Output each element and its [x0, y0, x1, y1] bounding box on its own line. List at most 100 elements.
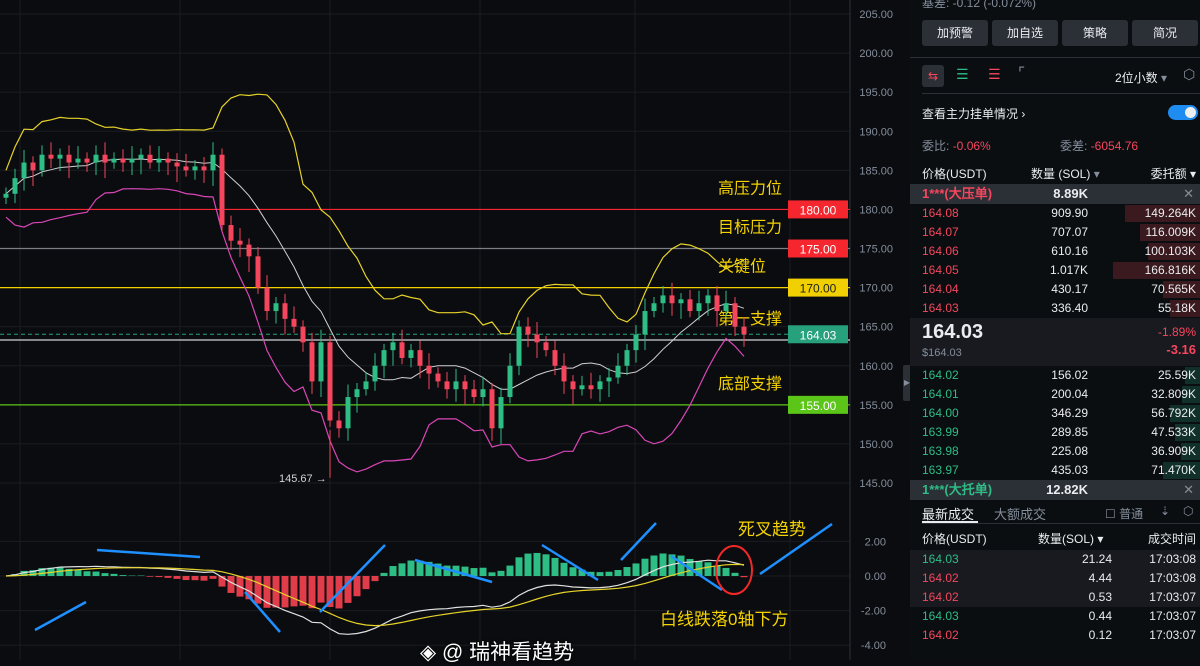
candle — [607, 377, 612, 381]
book-both-icon[interactable]: ⇆ — [922, 65, 944, 87]
price-axis[interactable]: 205.00200.00195.00190.00185.00180.00175.… — [859, 9, 893, 652]
macd-bar — [516, 557, 523, 576]
add-watchlist-button[interactable]: 加自选 — [992, 20, 1058, 46]
strategy-button[interactable]: 策略 — [1062, 20, 1128, 46]
candle — [4, 194, 9, 198]
macd-bar — [174, 576, 181, 579]
price: 164.08 — [922, 204, 959, 223]
level-tag-text: 180.00 — [800, 203, 837, 217]
trade-qty-header[interactable]: 数量(SOL) ▾ — [1038, 530, 1103, 547]
price-tick-label: 195.00 — [859, 87, 893, 99]
macd-bar — [552, 558, 559, 576]
level-label: 底部支撑 — [718, 375, 782, 393]
macd-bar — [156, 576, 163, 577]
close-icon[interactable]: ✕ — [1183, 184, 1194, 204]
normal-checkbox[interactable]: ☐ 普通 — [1105, 505, 1143, 522]
macd-bar — [534, 553, 541, 576]
sort-icon[interactable]: ⇣ — [1160, 504, 1170, 518]
qty: 909.90 — [1051, 204, 1088, 223]
macd-bar — [741, 576, 748, 577]
candle — [661, 295, 666, 303]
book-asks-icon[interactable]: ☰ — [988, 66, 1001, 83]
qty-header[interactable]: 数量 (SOL) ▾ — [1031, 165, 1100, 182]
price-tick-label: 205.00 — [859, 9, 893, 21]
close-icon[interactable]: ✕ — [1183, 480, 1194, 500]
tab-large-trades[interactable]: 大额成交 — [994, 504, 1046, 523]
amount: 166.816K — [1145, 261, 1196, 280]
amount: 32.809K — [1151, 385, 1196, 404]
macd-bar — [732, 573, 739, 576]
macd-bar — [84, 571, 91, 576]
settings-icon[interactable]: ⬡ — [1183, 66, 1195, 83]
trade-time: 17:03:07 — [1149, 588, 1196, 607]
price: 164.06 — [922, 242, 959, 261]
main-orders-toggle[interactable] — [1168, 105, 1198, 120]
candle — [535, 334, 540, 342]
candle — [202, 166, 207, 170]
order-panel: 基差: -0.12 (-0.072%) 加预警 加自选 策略 简况 ⇆ ☰ ☰ … — [910, 0, 1200, 660]
big-ask-row[interactable]: 1***(大压单)8.89K✕ — [910, 184, 1200, 204]
amount-header[interactable]: 委托额 ▾ — [1151, 165, 1196, 182]
add-alert-button[interactable]: 加预警 — [922, 20, 988, 46]
candle — [337, 420, 342, 428]
settings-icon[interactable]: ⬡ — [1183, 504, 1193, 518]
amount: 56.792K — [1151, 404, 1196, 423]
candle — [454, 381, 459, 389]
candle — [472, 389, 477, 397]
candle — [499, 397, 504, 428]
bb-upper — [6, 94, 744, 334]
trade-qty: 21.24 — [1082, 550, 1112, 569]
macd-bar — [480, 568, 487, 576]
amount: 100.103K — [1145, 242, 1196, 261]
price-tick-label: 155.00 — [859, 400, 893, 412]
candle — [463, 381, 468, 389]
candle — [391, 342, 396, 350]
candle — [418, 350, 423, 366]
book-bids-icon[interactable]: ☰ — [956, 66, 969, 83]
overview-button[interactable]: 简况 — [1132, 20, 1198, 46]
diff-value: -6054.76 — [1091, 139, 1138, 153]
candle — [13, 178, 18, 194]
candle — [22, 163, 27, 179]
macd-bar — [399, 563, 406, 576]
depth-icon[interactable]: ⌜ — [1018, 64, 1025, 82]
macd-bar — [291, 576, 298, 606]
big-bid-row[interactable]: 1***(大托单)12.82K✕ — [910, 480, 1200, 500]
qty: 707.07 — [1051, 223, 1088, 242]
candle — [130, 159, 135, 163]
watermark: ◈ @ 瑞神看趋势 — [420, 636, 574, 666]
price-chart[interactable]: 180.00高压力位175.00目标压力170.00关键位164.03第一支撑1… — [0, 0, 903, 660]
candle — [688, 299, 693, 311]
macd-bar — [507, 566, 514, 576]
candle — [256, 256, 261, 287]
macd-tick-label: 2.00 — [865, 536, 886, 548]
macd-bar — [651, 556, 658, 576]
qty: 336.40 — [1051, 299, 1088, 318]
main-orders-link[interactable]: 查看主力挂单情况 › — [922, 105, 1025, 122]
decimals-select[interactable]: 2位小数 ▾ — [1115, 69, 1167, 86]
candle — [103, 155, 108, 163]
qty: 200.04 — [1051, 385, 1088, 404]
candle — [733, 303, 738, 326]
candle — [364, 381, 369, 389]
candle — [400, 342, 405, 358]
candle — [148, 155, 153, 163]
macd-bar — [705, 562, 712, 576]
macd-bar — [111, 574, 118, 576]
price: 164.05 — [922, 261, 959, 280]
